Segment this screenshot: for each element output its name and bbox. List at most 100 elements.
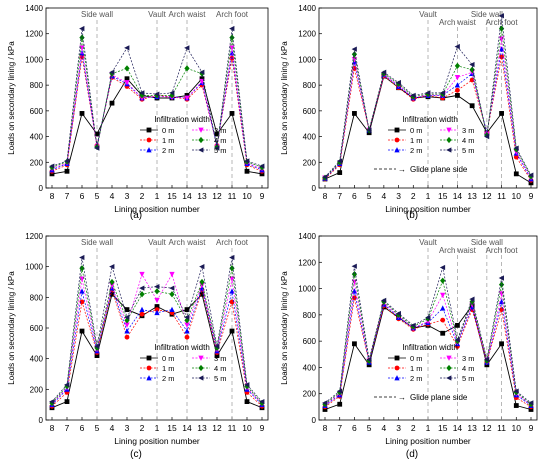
data-point <box>499 341 504 347</box>
annotation-label: Arch waist <box>169 238 207 247</box>
panel-caption: (d) <box>406 449 418 460</box>
x-tick-label: 12 <box>212 191 222 201</box>
data-point <box>124 322 130 328</box>
x-tick-label: 7 <box>337 423 342 433</box>
x-tick-label: 15 <box>438 423 448 433</box>
data-point <box>184 65 190 72</box>
y-tick-label: 1200 <box>25 232 43 241</box>
y-tick-label: 1200 <box>298 30 316 39</box>
x-tick-label: 11 <box>228 423 237 433</box>
x-tick-label: 5 <box>367 191 372 201</box>
data-point <box>454 337 460 343</box>
data-point <box>94 131 100 137</box>
legend-title: Infiltration width <box>402 115 458 124</box>
data-point <box>199 278 205 286</box>
legend-swatch-marker <box>446 127 452 133</box>
data-point <box>244 168 250 174</box>
x-axis-label: Lining position number <box>385 436 471 446</box>
x-tick-label: 2 <box>140 423 145 433</box>
data-point <box>366 127 372 133</box>
legend-entry-label: 5 m <box>462 374 475 383</box>
annotation-label: Vault <box>419 10 437 19</box>
data-point <box>109 100 115 106</box>
data-point <box>244 399 250 404</box>
y-tick-label: 200 <box>30 158 44 167</box>
legend-swatch-marker <box>146 137 152 143</box>
data-point <box>169 285 175 291</box>
data-point <box>410 92 416 99</box>
data-point <box>64 158 70 164</box>
panel-caption: (a) <box>130 210 142 221</box>
data-point <box>395 310 401 317</box>
legend-entry-label: 0 m <box>410 126 423 135</box>
x-tick-label: 14 <box>182 191 192 201</box>
x-tick-label: 8 <box>323 423 328 433</box>
x-tick-label: 8 <box>50 423 55 433</box>
data-point <box>154 91 160 97</box>
legend-swatch-marker <box>394 375 400 381</box>
data-point <box>214 343 220 350</box>
legend-entry-label: 1 m <box>162 136 175 145</box>
legend-entry-label: 4 m <box>214 136 227 145</box>
legend-entry-label: 2 m <box>410 146 423 155</box>
y-tick-label: 600 <box>30 324 44 333</box>
y-tick-label: 800 <box>30 81 44 90</box>
y-tick-label: 400 <box>303 133 317 142</box>
data-point <box>124 317 130 324</box>
data-point <box>124 307 130 312</box>
x-tick-label: 13 <box>197 423 207 433</box>
data-point <box>184 307 190 312</box>
annotation-label: Vault <box>148 238 166 247</box>
data-point <box>199 76 205 82</box>
data-point <box>229 254 235 261</box>
data-point <box>169 291 175 298</box>
y-tick-label: 1400 <box>298 232 316 241</box>
annotation-label: Side wall <box>81 238 113 247</box>
y-tick-label: 800 <box>30 293 44 302</box>
legend: Infiltration width 0 m1 m2 m 3 m4 m5 m → Gli… <box>374 115 475 174</box>
legend-swatch-marker <box>394 355 400 361</box>
x-tick-label: 11 <box>228 191 237 201</box>
x-tick-label: 14 <box>453 423 463 433</box>
data-point <box>513 171 519 177</box>
y-axis-label: Loads on secondary lining / kPa <box>7 41 16 155</box>
data-point <box>351 46 357 52</box>
annotation-label: Vault <box>419 238 437 247</box>
data-point <box>124 314 130 320</box>
data-point <box>528 407 534 412</box>
y-tick-label: 1200 <box>298 258 316 267</box>
data-point <box>199 291 205 297</box>
data-point <box>154 298 160 304</box>
series-line <box>324 28 532 178</box>
data-point <box>184 334 190 340</box>
data-point <box>513 154 519 160</box>
data-point <box>79 25 85 32</box>
x-axis-label: Lining position number <box>114 436 200 446</box>
data-point <box>124 334 130 340</box>
data-point <box>336 388 343 394</box>
data-point <box>109 291 115 297</box>
x-tick-label: 4 <box>381 423 386 433</box>
x-tick-label: 1 <box>426 423 431 433</box>
data-point <box>244 382 250 388</box>
data-point <box>229 45 235 51</box>
x-tick-label: 12 <box>482 423 492 433</box>
data-point <box>498 46 505 52</box>
data-point <box>499 111 504 116</box>
data-point <box>244 158 250 164</box>
x-tick-label: 10 <box>242 423 252 433</box>
x-tick-label: 7 <box>65 423 70 433</box>
y-tick-label: 1000 <box>25 263 43 272</box>
x-tick-label: 10 <box>242 191 252 201</box>
annotation-label: Arch waist <box>439 246 477 255</box>
data-point <box>351 263 357 269</box>
data-point <box>322 400 328 406</box>
data-point <box>64 382 70 388</box>
data-point <box>169 306 175 312</box>
x-tick-label: 6 <box>352 423 357 433</box>
legend-arrow: → <box>398 393 406 402</box>
legend-entry-label: 2 m <box>162 146 175 155</box>
y-tick-label: 1000 <box>298 285 316 294</box>
legend-swatch-marker <box>394 137 400 143</box>
y-tick-label: 400 <box>30 355 44 364</box>
